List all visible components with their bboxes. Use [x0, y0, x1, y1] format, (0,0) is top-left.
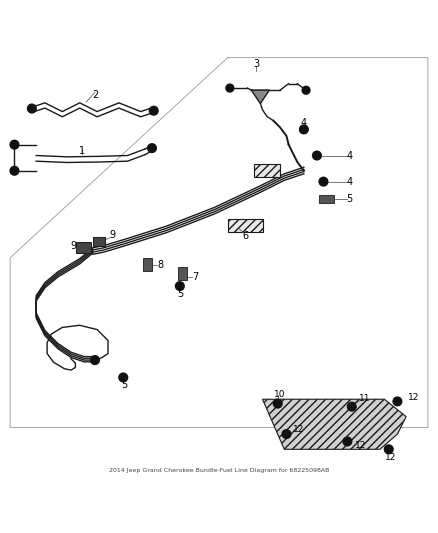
Text: 5: 5: [121, 381, 127, 390]
Text: 1: 1: [79, 146, 85, 156]
Text: 3: 3: [253, 59, 259, 69]
Circle shape: [10, 166, 19, 175]
Circle shape: [149, 107, 158, 115]
Bar: [93, 237, 105, 246]
Bar: [178, 268, 187, 280]
Polygon shape: [254, 164, 280, 177]
Bar: [319, 195, 334, 203]
Bar: [76, 241, 91, 253]
Text: 9: 9: [110, 230, 116, 240]
Text: 10: 10: [274, 390, 286, 399]
Polygon shape: [252, 90, 269, 103]
Circle shape: [91, 356, 99, 365]
Circle shape: [28, 104, 36, 113]
Circle shape: [313, 151, 321, 160]
Circle shape: [347, 402, 356, 411]
Circle shape: [282, 430, 291, 439]
Circle shape: [273, 399, 282, 408]
Circle shape: [393, 397, 402, 406]
Text: 4: 4: [346, 150, 353, 160]
Circle shape: [148, 144, 156, 152]
Circle shape: [319, 177, 328, 186]
Circle shape: [385, 445, 393, 454]
Text: 2: 2: [92, 90, 98, 100]
Text: 8: 8: [157, 260, 163, 270]
Text: 5: 5: [177, 289, 184, 299]
Text: 4: 4: [301, 118, 307, 128]
Text: 6: 6: [242, 231, 248, 241]
Text: 12: 12: [385, 453, 396, 462]
Polygon shape: [262, 399, 406, 449]
Polygon shape: [228, 219, 262, 232]
Circle shape: [302, 86, 310, 94]
Text: 7: 7: [192, 272, 198, 282]
Text: 12: 12: [293, 425, 304, 434]
Text: 12: 12: [408, 393, 420, 401]
Bar: [143, 258, 152, 271]
Text: 12: 12: [355, 441, 367, 450]
Text: 11: 11: [359, 394, 371, 403]
Circle shape: [176, 282, 184, 290]
Circle shape: [10, 140, 19, 149]
Text: 5: 5: [346, 194, 353, 204]
Circle shape: [226, 84, 234, 92]
Text: 9: 9: [70, 240, 76, 251]
Circle shape: [300, 125, 308, 134]
Circle shape: [343, 437, 352, 446]
Text: 2014 Jeep Grand Cherokee Bundle-Fuel Line Diagram for 68225098AB: 2014 Jeep Grand Cherokee Bundle-Fuel Lin…: [109, 468, 329, 473]
Text: 4: 4: [346, 176, 353, 187]
Circle shape: [119, 373, 127, 382]
